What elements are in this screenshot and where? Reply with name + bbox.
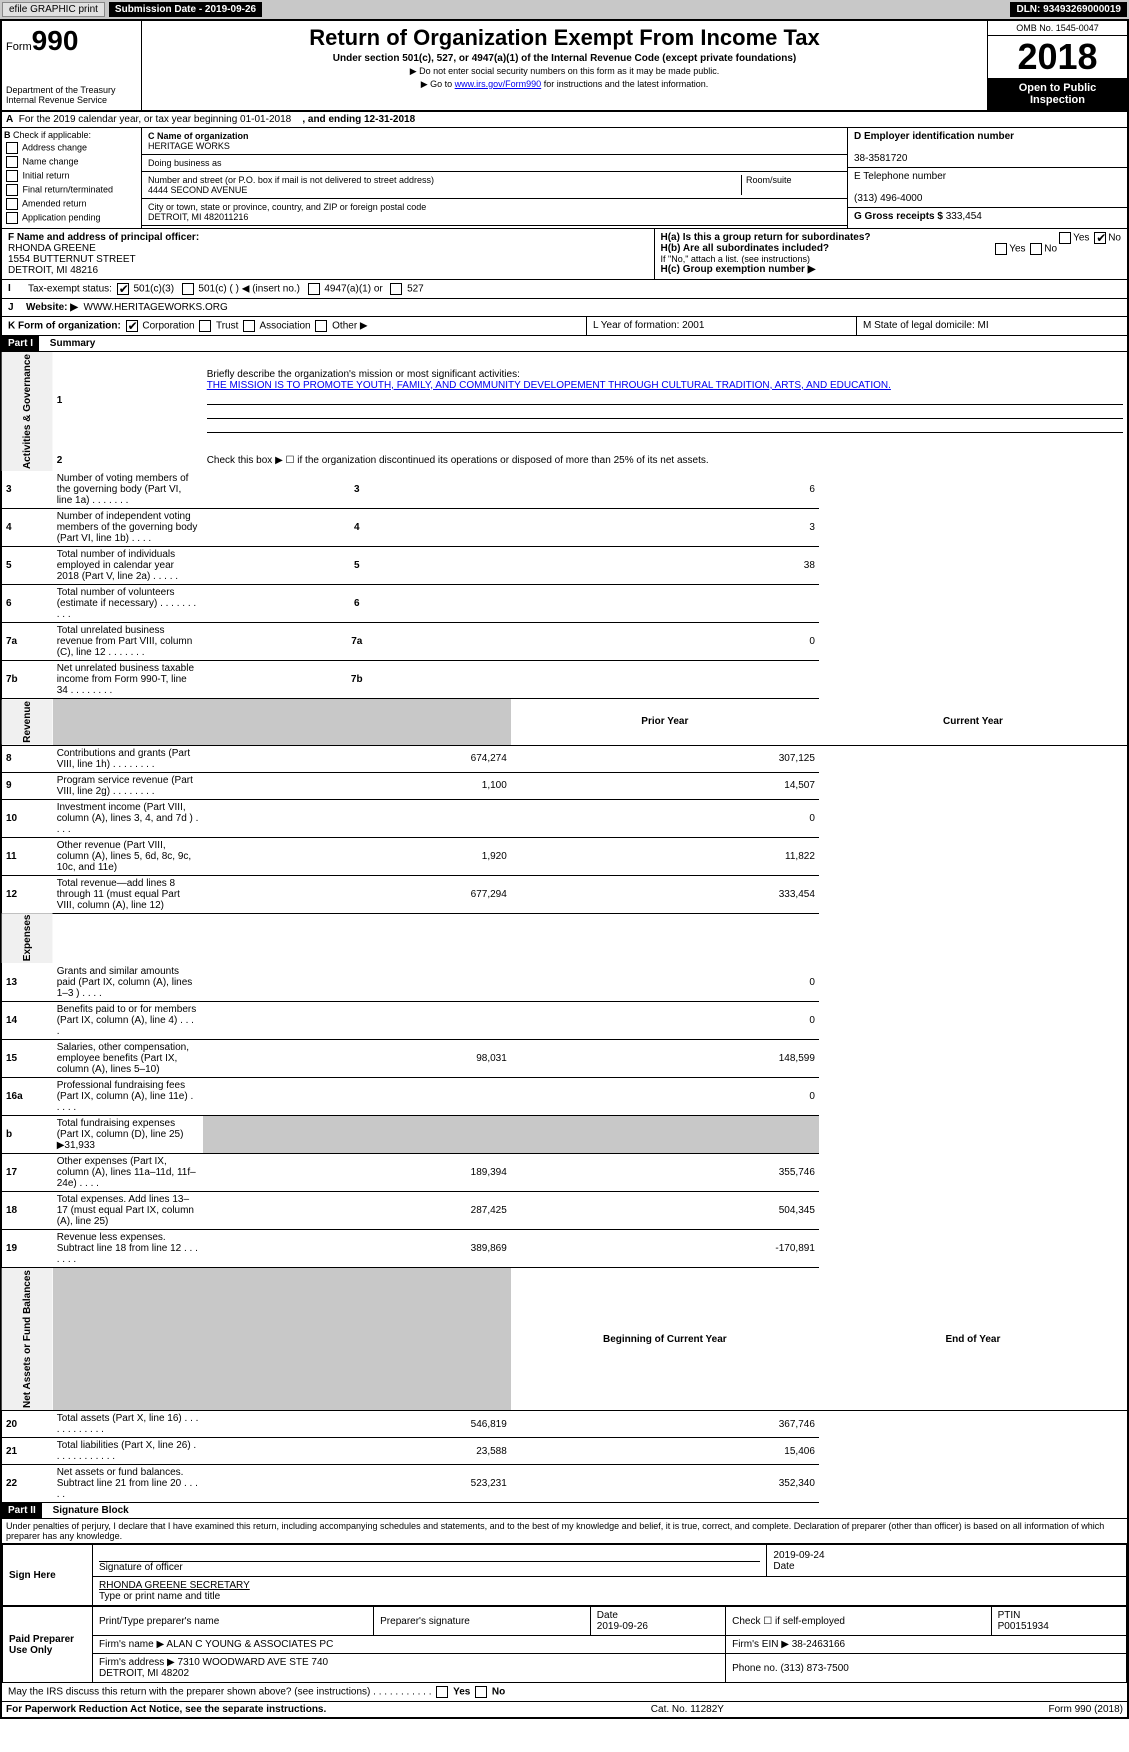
exp-section-label: Expenses [2, 913, 53, 964]
ha-no[interactable] [1094, 232, 1106, 244]
section-b: B Check if applicable: Address change Na… [2, 128, 1127, 229]
firm-name: ALAN C YOUNG & ASSOCIATES PC [166, 1639, 333, 1650]
sign-here-table: Sign Here Signature of officer 2019-09-2… [2, 1544, 1127, 1606]
form-title: Return of Organization Exempt From Incom… [146, 25, 983, 51]
state-domicile: M State of legal domicile: MI [857, 317, 1127, 335]
firm-phone: (313) 873-7500 [780, 1663, 848, 1674]
row-f-h: F Name and address of principal officer:… [2, 229, 1127, 280]
officer-name: RHONDA GREENE SECRETARY [99, 1580, 250, 1591]
row-j: J Website: ▶ WWW.HERITAGEWORKS.ORG [2, 299, 1127, 317]
firm-ein: 38-2463166 [792, 1639, 845, 1650]
part1-label: Part I [2, 336, 39, 351]
sign-date: 2019-09-24 [773, 1550, 824, 1561]
omb-number: OMB No. 1545-0047 [988, 21, 1127, 36]
ein: 38-3581720 [854, 153, 907, 164]
tax-501c3[interactable] [117, 283, 129, 295]
org-name: HERITAGE WORKS [148, 141, 230, 151]
paid-preparer-table: Paid Preparer Use Only Print/Type prepar… [2, 1606, 1127, 1683]
website: WWW.HERITAGEWORKS.ORG [84, 302, 228, 313]
rev-section-label: Revenue [2, 699, 53, 746]
mission-text: THE MISSION IS TO PROMOTE YOUTH, FAMILY,… [207, 380, 891, 391]
gov-section-label: Activities & Governance [2, 352, 53, 471]
discuss-yes[interactable] [436, 1686, 448, 1698]
efile-badge: efile GRAPHIC print [2, 2, 105, 17]
dept-label: Department of the Treasury Internal Reve… [6, 85, 137, 105]
hb-yes[interactable] [995, 243, 1007, 255]
city-state-zip: DETROIT, MI 482011216 [148, 212, 248, 222]
hb-no[interactable] [1030, 243, 1042, 255]
sign-here-label: Sign Here [3, 1545, 93, 1606]
tax-year: 2018 [988, 36, 1127, 78]
ptin: P00151934 [998, 1621, 1049, 1632]
footer: For Paperwork Reduction Act Notice, see … [2, 1702, 1127, 1717]
part2-label: Part II [2, 1503, 42, 1518]
net-section-label: Net Assets or Fund Balances [2, 1268, 53, 1411]
open-public-badge: Open to Public Inspection [988, 78, 1127, 110]
year-formation: L Year of formation: 2001 [587, 317, 857, 335]
row-k-l: K Form of organization: Corporation Trus… [2, 317, 1127, 336]
summary-table: Activities & Governance 1 Briefly descri… [2, 352, 1127, 1503]
form-number: Form990 [6, 25, 137, 57]
form-subtitle-2: ▶ Do not enter social security numbers o… [146, 66, 983, 77]
gross-receipts: 333,454 [946, 211, 982, 222]
irs-link[interactable]: www.irs.gov/Form990 [455, 79, 542, 89]
form-subtitle-3: ▶ Go to www.irs.gov/Form990 for instruct… [146, 79, 983, 90]
header: Form990 Department of the Treasury Inter… [2, 21, 1127, 112]
perjury-statement: Under penalties of perjury, I declare th… [2, 1519, 1127, 1544]
paid-prep-label: Paid Preparer Use Only [3, 1607, 93, 1683]
form-subtitle-1: Under section 501(c), 527, or 4947(a)(1)… [146, 53, 983, 64]
row-a: A For the 2019 calendar year, or tax yea… [2, 112, 1127, 128]
street-address: 4444 SECOND AVENUE [148, 185, 247, 195]
form-container: Form990 Department of the Treasury Inter… [0, 19, 1129, 1719]
ha-yes[interactable] [1059, 232, 1071, 244]
top-bar: efile GRAPHIC print Submission Date - 20… [0, 0, 1129, 19]
part2-title: Signature Block [45, 1505, 129, 1516]
discuss-no[interactable] [475, 1686, 487, 1698]
dln: DLN: 93493269000019 [1010, 2, 1127, 17]
principal-officer: RHONDA GREENE 1554 BUTTERNUT STREET DETR… [8, 243, 136, 276]
discuss-row: May the IRS discuss this return with the… [2, 1683, 1127, 1702]
phone: (313) 496-4000 [854, 193, 922, 204]
row-i: I Tax-exempt status: 501(c)(3) 501(c) ( … [2, 280, 1127, 299]
part1-title: Summary [42, 338, 96, 349]
submission-date: Submission Date - 2019-09-26 [109, 2, 262, 17]
